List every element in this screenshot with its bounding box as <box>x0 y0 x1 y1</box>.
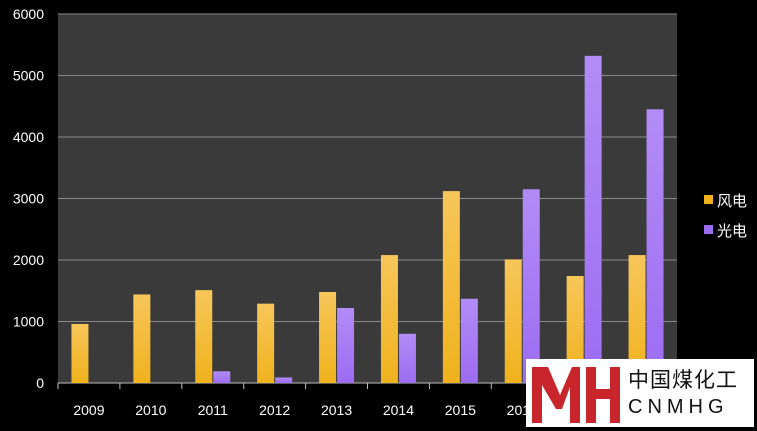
y-tick-label: 6000 <box>13 6 44 22</box>
bars <box>71 55 664 383</box>
watermark-logo: 中国煤化工 CNMHG <box>526 359 754 427</box>
x-tick-label: 2015 <box>445 402 476 418</box>
y-tick-label: 2000 <box>13 252 44 268</box>
watermark-en-text: CNMHG <box>628 396 729 418</box>
legend-label-solar: 光电 <box>717 222 747 240</box>
y-tick-label: 5000 <box>13 68 44 84</box>
bar-wind-2017 <box>566 275 584 383</box>
legend-label-wind: 风电 <box>717 192 747 210</box>
bar-solar-2013 <box>337 307 355 383</box>
bar-solar-2012 <box>275 377 293 383</box>
x-tick-label: 2011 <box>198 402 228 418</box>
bar-wind-2012 <box>257 303 275 383</box>
y-tick-label: 1000 <box>13 314 44 330</box>
legend-swatch-solar <box>704 225 713 234</box>
bar-solar-2014 <box>398 333 416 383</box>
bar-wind-2009 <box>71 323 89 383</box>
bar-wind-2015 <box>442 191 460 383</box>
bar-solar-2018 <box>646 109 664 383</box>
bar-wind-2016 <box>504 259 522 383</box>
bar-wind-2011 <box>195 290 213 383</box>
bar-wind-2014 <box>380 255 398 383</box>
bar-wind-2013 <box>319 291 337 383</box>
bar-solar-2011 <box>213 371 231 383</box>
cnmhg-logo-icon <box>526 359 626 427</box>
y-tick-label: 4000 <box>13 129 44 145</box>
x-tick-label: 2013 <box>321 402 352 418</box>
x-tick-label: 2009 <box>73 402 104 418</box>
bar-solar-2016 <box>522 189 540 383</box>
bar-solar-2017 <box>584 55 602 383</box>
x-tick-label: 2014 <box>383 402 414 418</box>
y-tick-label: 0 <box>36 375 44 391</box>
bar-wind-2010 <box>133 294 151 383</box>
x-tick-label: 2012 <box>259 402 290 418</box>
bar-wind-2018 <box>628 255 646 383</box>
y-axis-ticks: 0 1000 2000 3000 4000 5000 6000 <box>13 6 44 391</box>
bar-solar-2015 <box>460 298 478 383</box>
legend-swatch-wind <box>704 195 713 204</box>
y-tick-label: 3000 <box>13 191 44 207</box>
x-tick-label: 2010 <box>135 402 166 418</box>
watermark-cn-text: 中国煤化工 <box>628 368 738 392</box>
